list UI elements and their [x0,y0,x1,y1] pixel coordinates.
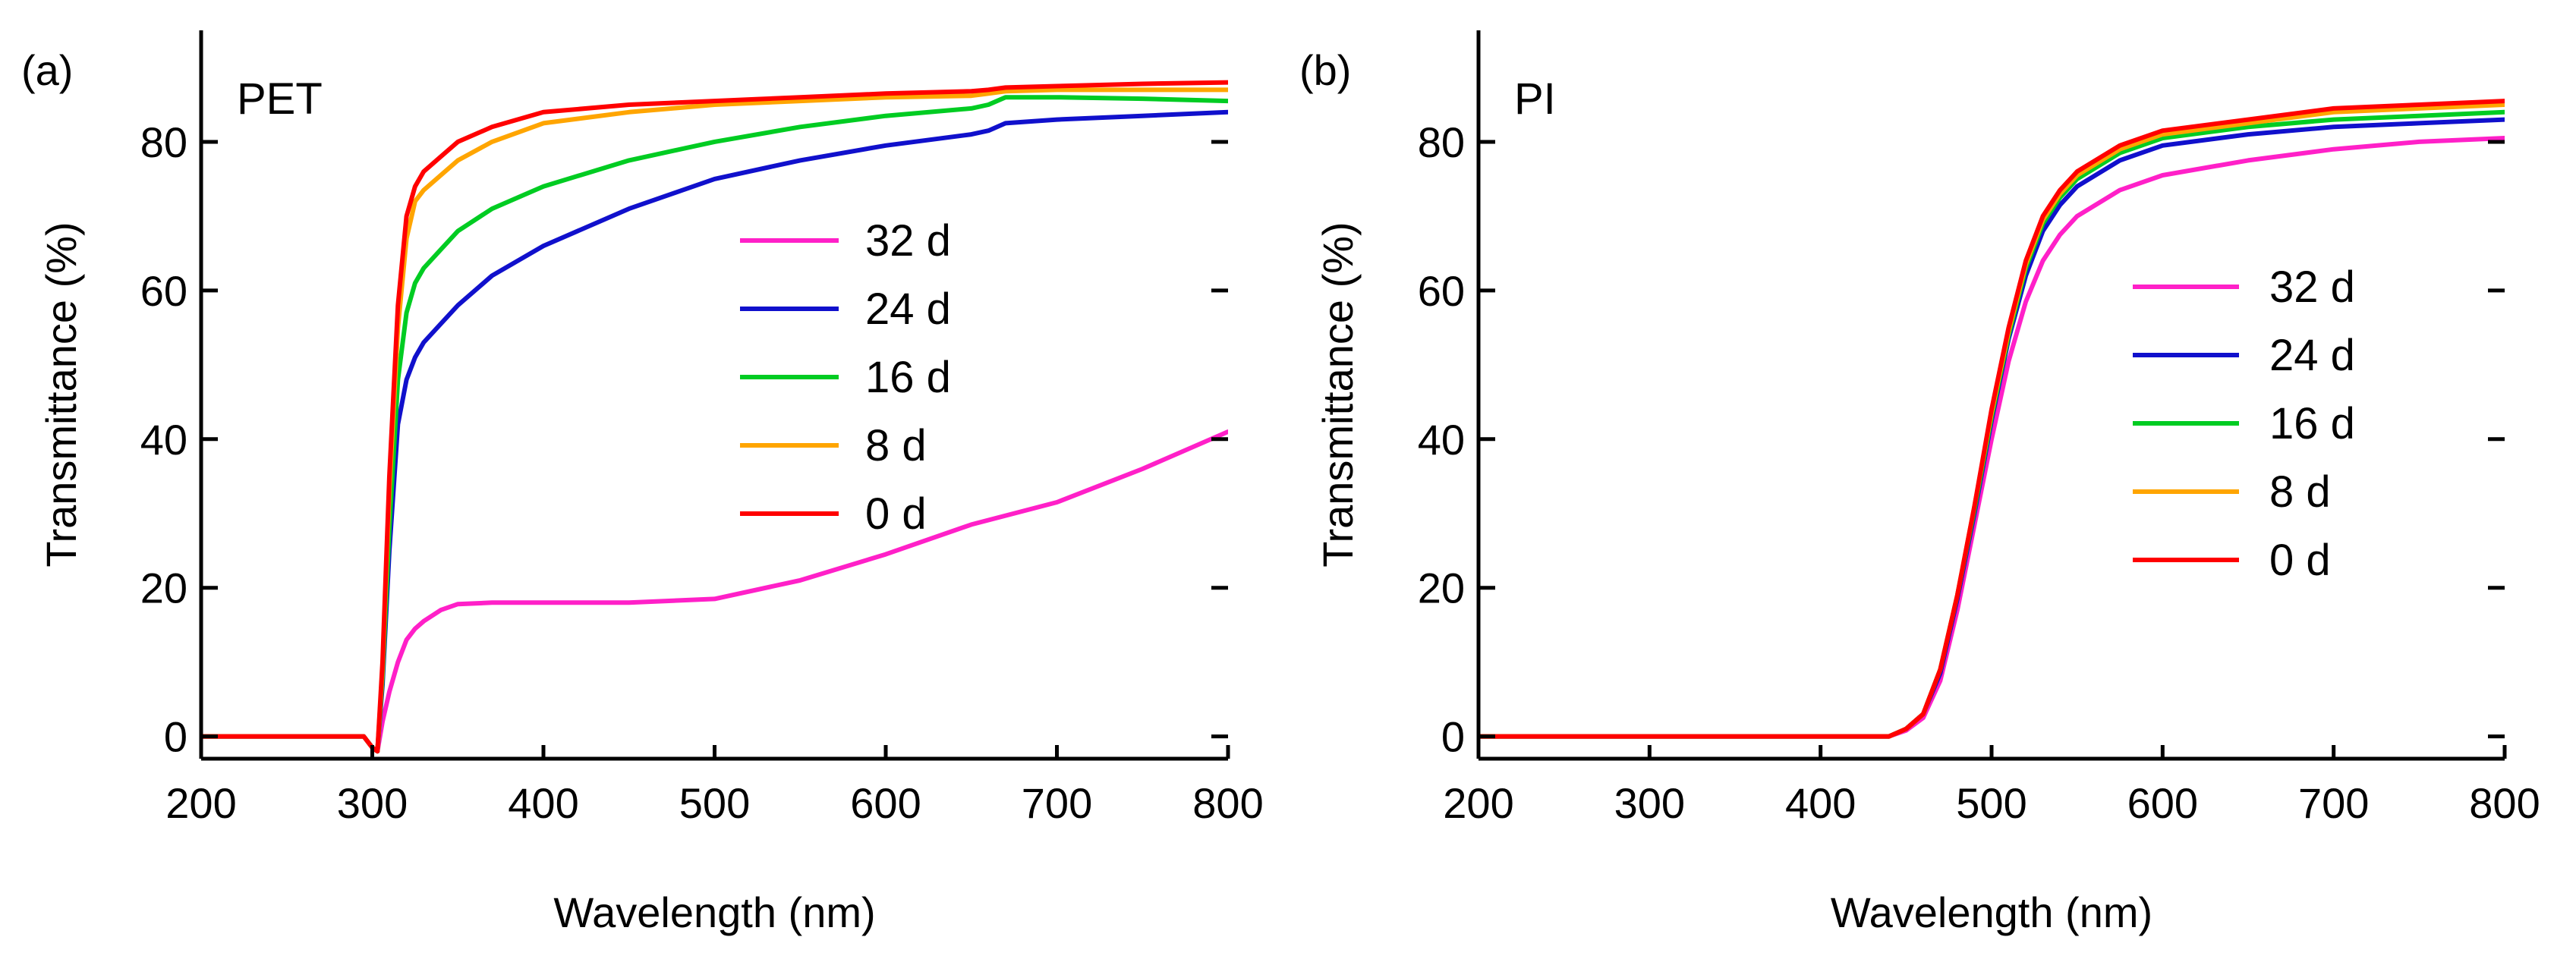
y-tick-label: 60 [1418,267,1465,315]
legend-label: 16 d [2269,399,2355,448]
x-tick-label: 200 [1443,779,1513,827]
series-line-16d [201,95,1228,754]
y-tick-label: 40 [140,416,187,464]
legend-label: 8 d [2269,467,2331,517]
x-tick-label: 400 [508,779,578,827]
legend-label: 32 d [2269,263,2355,312]
panel-title: PET [237,74,323,124]
x-tick-label: 600 [2127,779,2198,827]
legend-label: 0 d [2269,536,2331,585]
x-tick-label: 700 [2298,779,2369,827]
x-tick-label: 300 [1614,779,1685,827]
y-tick-label: 0 [1441,713,1465,761]
y-tick-label: 0 [164,713,187,761]
x-tick-label: 300 [337,779,408,827]
x-tick-label: 800 [2469,779,2540,827]
y-axis-title: Transmittance (%) [1314,222,1362,567]
x-tick-label: 200 [165,779,236,827]
x-axis-title: Wavelength (nm) [1831,888,2152,936]
x-axis-title: Wavelength (nm) [553,888,875,936]
legend-label: 24 d [865,285,951,334]
y-tick-label: 20 [1418,564,1465,612]
y-tick-label: 40 [1418,416,1465,464]
y-tick-label: 80 [140,118,187,166]
legend-label: 16 d [865,353,951,402]
y-tick-label: 80 [1418,118,1465,166]
x-tick-label: 500 [679,779,750,827]
series-group [1479,99,2505,739]
series-group [201,80,1228,754]
legend-label: 24 d [2269,331,2355,380]
x-tick-label: 600 [850,779,921,827]
y-tick-label: 20 [140,564,187,612]
chart-panel-b: 200 300 400 500 600 700 800 0 20 40 60 80 Wavelength… [1299,30,2540,936]
legend: 32 d 24 d 16 d 8 d 0 d [2133,263,2355,585]
series-line-32d [1479,136,2505,739]
panel-title: PI [1514,74,1556,124]
series-line-0d [201,80,1228,754]
x-tick-label: 400 [1785,779,1856,827]
x-tick-label: 700 [1022,779,1092,827]
x-tick-label: 800 [1192,779,1263,827]
legend-label: 32 d [865,216,951,266]
legend-label: 0 d [865,489,927,539]
series-line-32d [201,429,1228,754]
legend: 32 d 24 d 16 d 8 d 0 d [740,216,951,539]
y-tick-label: 60 [140,267,187,315]
panel-label: (a) [21,46,73,94]
series-line-8d [201,87,1228,754]
x-tick-label: 500 [1956,779,2026,827]
series-line-0d [1479,99,2505,739]
chart-panel-a: 200 300 400 500 600 700 800 0 20 40 60 80 Wavelength… [21,30,1264,936]
y-axis-title: Transmittance (%) [37,222,85,567]
series-line-24d [201,109,1228,754]
legend-label: 8 d [865,421,927,470]
panel-label: (b) [1299,46,1351,94]
